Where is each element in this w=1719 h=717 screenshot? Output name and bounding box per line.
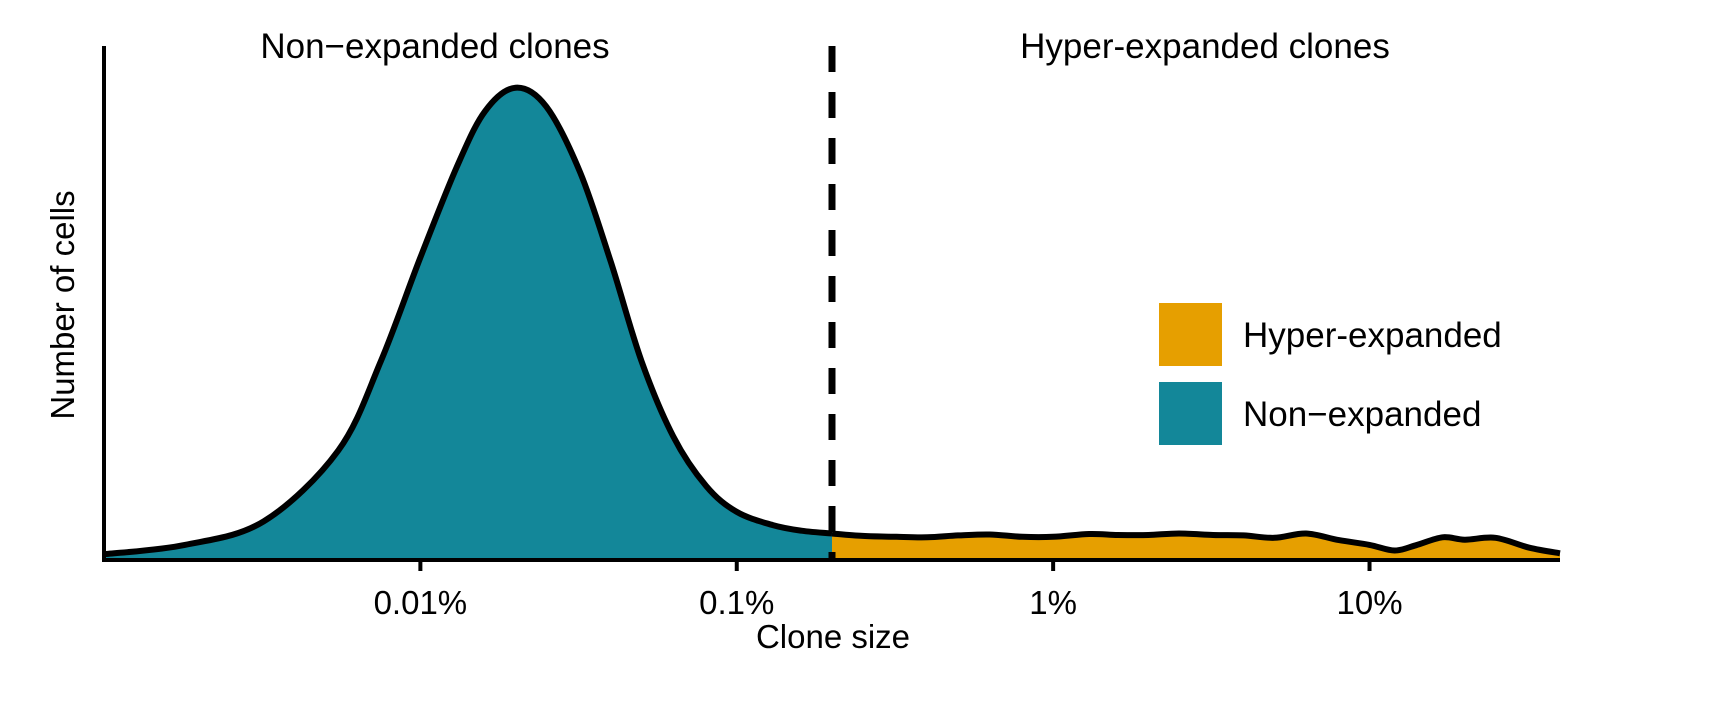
x-tick-label: 0.01%: [374, 584, 468, 621]
x-axis-label: Clone size: [756, 618, 910, 655]
legend-label: Non−expanded: [1243, 395, 1481, 434]
density-areas: [103, 84, 1561, 559]
y-axis-label: Number of cells: [44, 190, 81, 419]
x-tick-label: 10%: [1336, 584, 1402, 621]
x-tick-label: 0.1%: [699, 584, 774, 621]
annotation-non-expanded-clones: Non−expanded clones: [260, 27, 609, 66]
legend-swatch: [1159, 303, 1222, 366]
area-hyper-expanded: [832, 533, 1560, 559]
area-non-expanded: [104, 87, 832, 559]
x-axis-ticks: 0.01% 0.1% 1% 10%: [374, 559, 1403, 621]
annotation-hyper-expanded-clones: Hyper-expanded clones: [1020, 27, 1390, 66]
legend: Hyper-expanded Non−expanded: [1159, 303, 1502, 445]
legend-swatch: [1159, 382, 1222, 445]
outline-hyper-expanded: [831, 530, 1561, 557]
outline-non-expanded: [103, 84, 833, 558]
x-tick-label: 1%: [1029, 584, 1077, 621]
legend-label: Hyper-expanded: [1243, 316, 1502, 355]
